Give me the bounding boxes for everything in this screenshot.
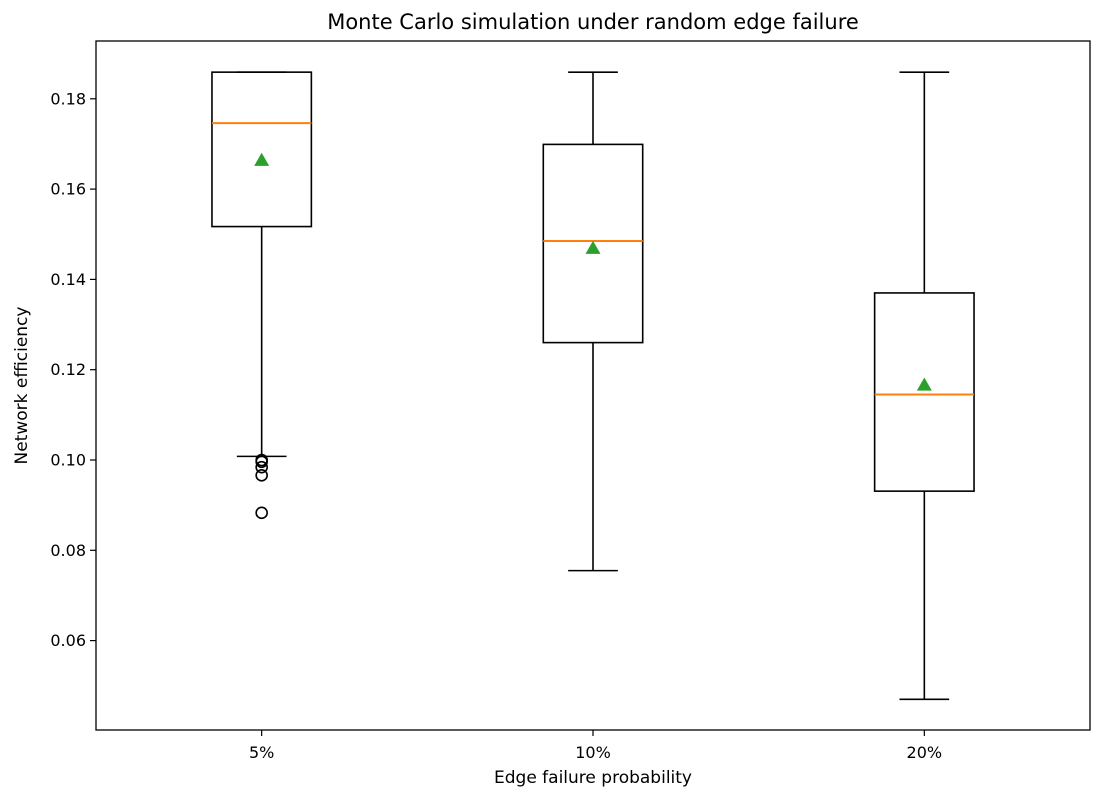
x-tick-label: 5% [249,743,274,762]
x-axis-ticks: 5% 10% 20% [249,730,942,762]
outlier-point [255,506,268,520]
x-tick-label: 10% [575,743,611,762]
outlier-point [255,469,268,482]
y-tick-label: 0.12 [50,360,86,379]
x-tick-label: 20% [907,743,943,762]
y-axis-label: Network efficiency [12,307,32,465]
chart-marks [211,71,975,701]
iqr-box [542,143,644,344]
iqr-box [873,292,975,492]
outlier-point [255,455,268,469]
iqr-box [211,71,313,228]
y-tick-label: 0.14 [50,270,86,289]
x-axis-label: Edge failure probability [494,768,692,788]
mean-marker [254,152,270,166]
mean-marker [916,377,932,391]
mean-marker [585,240,601,254]
box-group-20pct [873,71,975,701]
box-group-10pct [542,71,644,572]
y-tick-label: 0.10 [50,450,86,469]
y-tick-label: 0.16 [50,180,86,199]
y-tick-label: 0.18 [50,89,86,108]
y-axis-ticks: 0.06 0.08 0.10 0.12 0.14 0.16 0.18 [50,89,96,650]
y-tick-label: 0.08 [50,541,86,560]
outlier-point [255,460,268,474]
y-tick-label: 0.06 [50,631,86,650]
chart-title: Monte Carlo simulation under random edge… [327,10,859,34]
box-group-5pct [211,71,313,520]
